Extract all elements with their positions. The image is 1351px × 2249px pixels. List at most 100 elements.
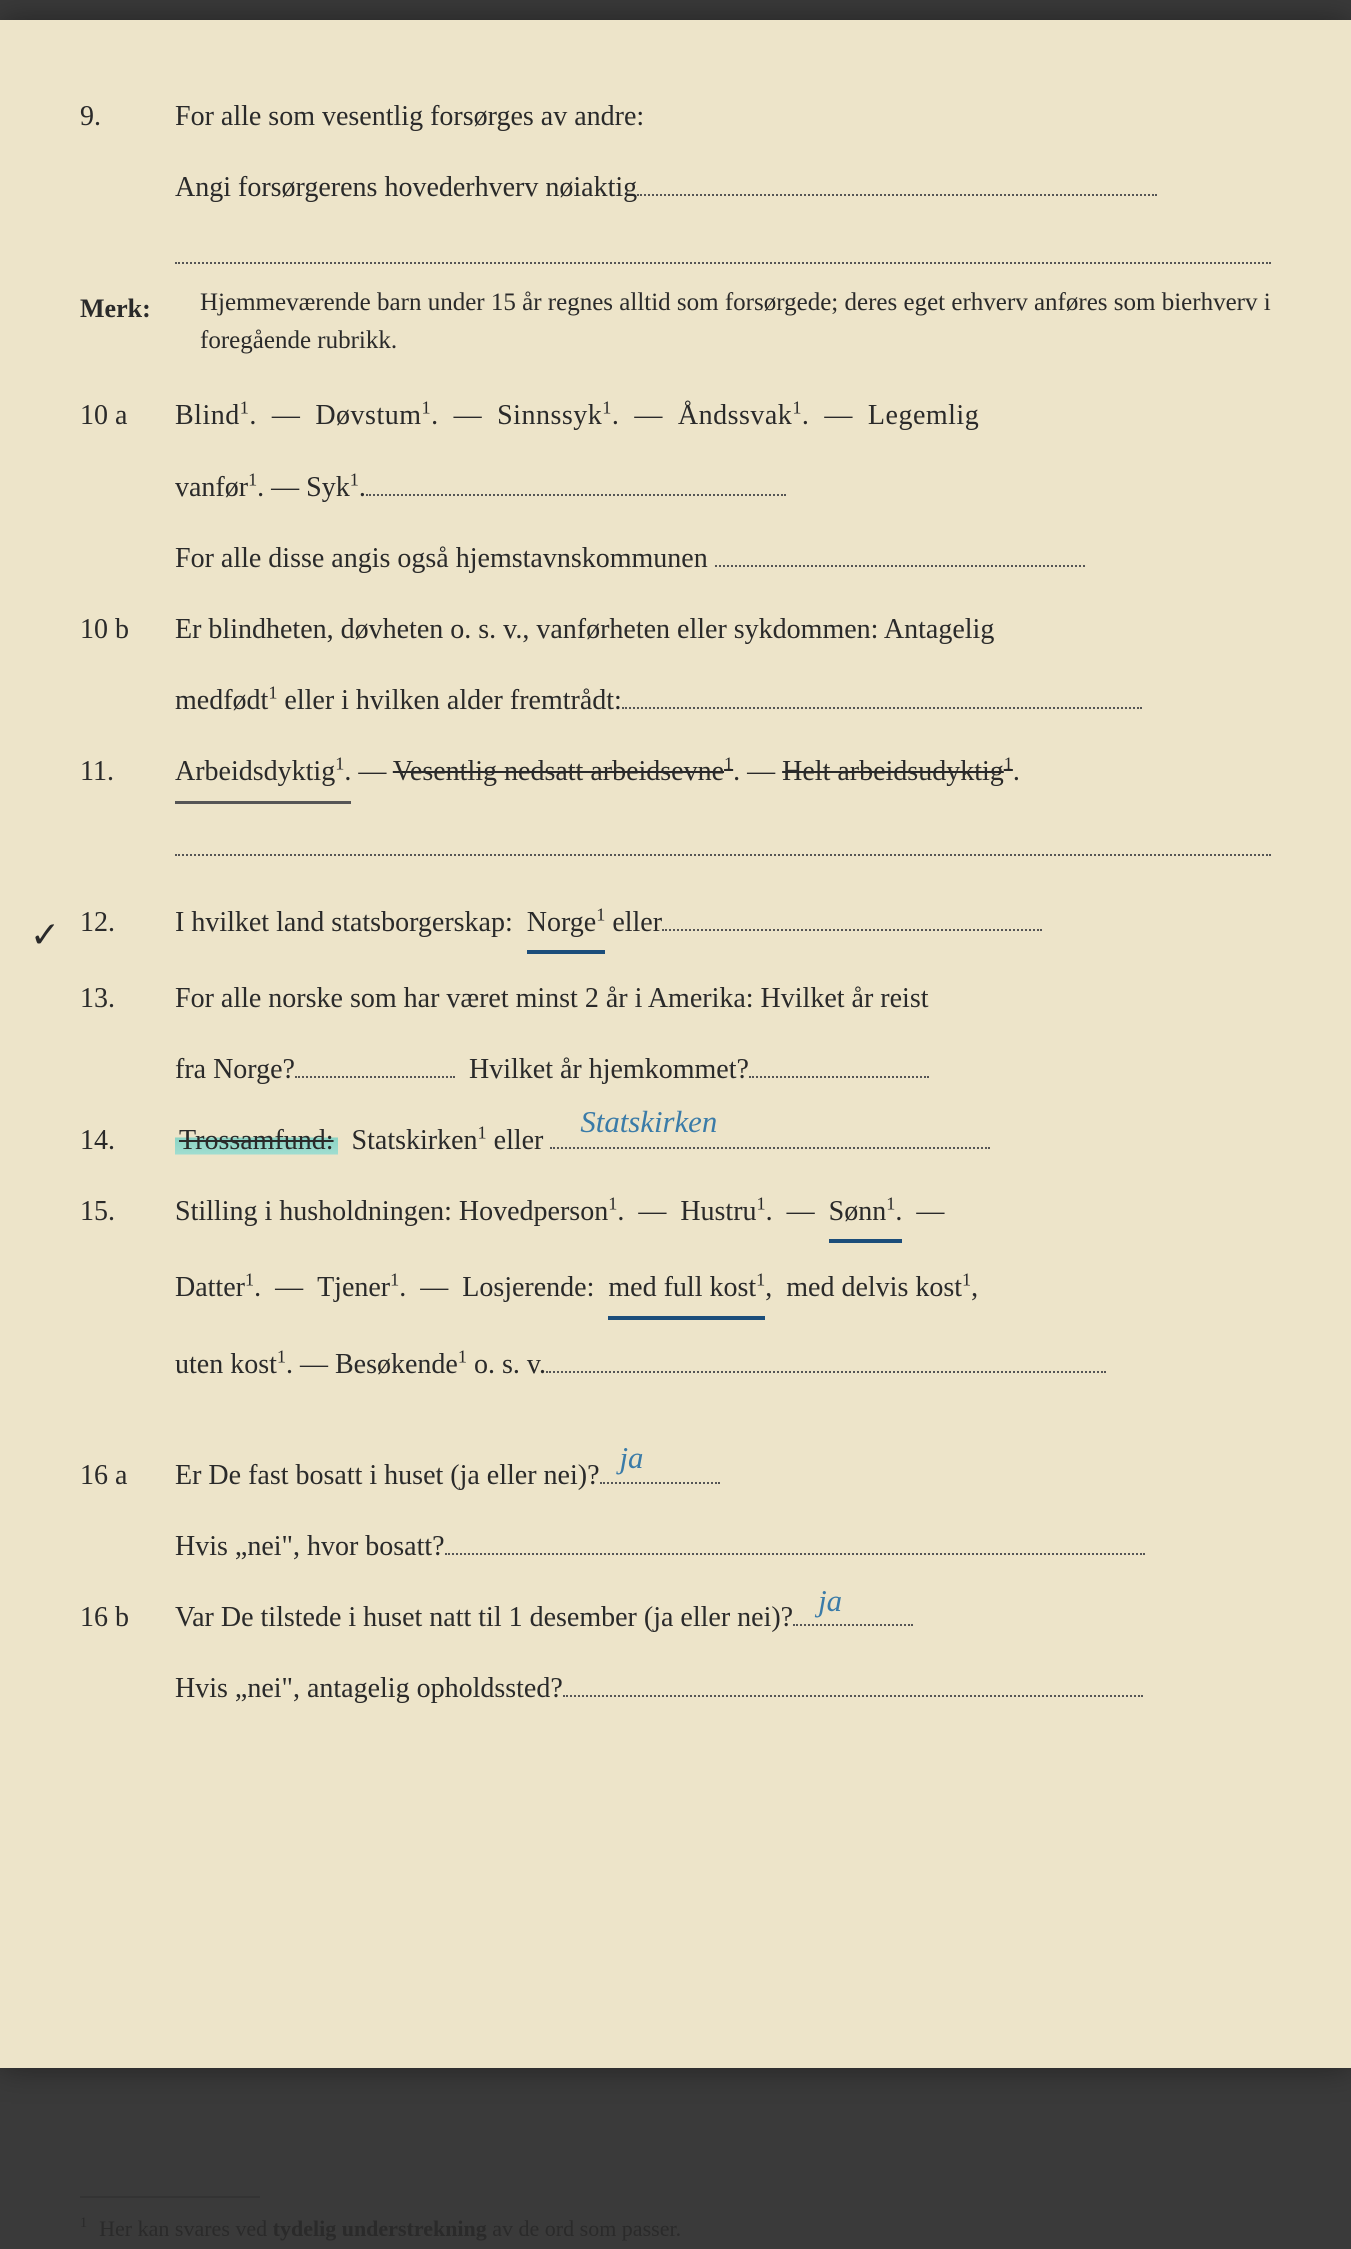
q10b-text3: eller i hvilken alder fremtrådt:: [277, 685, 621, 716]
q14-text: Statskirken: [352, 1125, 478, 1156]
q15-line3: uten kost1. — Besøkende1 o. s. v.: [175, 1338, 1271, 1391]
q10b-number: 10 b: [80, 603, 175, 656]
q16a-q2: Hvis „nei", hvor bosatt?: [175, 1531, 445, 1562]
q16b-content: Var De tilstede i huset natt til 1 desem…: [175, 1591, 1271, 1644]
census-form-page: 9. For alle som vesentlig forsørges av a…: [0, 20, 1351, 2068]
q10b-content: Er blindheten, døvheten o. s. v., vanfør…: [175, 603, 1271, 656]
q16b-ans1: ja: [818, 1572, 842, 1631]
fill-line: ja: [600, 1456, 720, 1484]
fill-line: [546, 1345, 1106, 1373]
q10a-blind: Blind: [175, 400, 240, 431]
q15-hustru: Hustru: [680, 1196, 756, 1227]
q12-text1: I hvilket land statsborgerskap:: [175, 907, 513, 938]
q10a-number: 10 a: [80, 389, 175, 442]
q11-fill: [175, 824, 1271, 856]
q9-fill-full: [175, 232, 1271, 264]
q10a-andssvak: Åndssvak: [678, 400, 792, 431]
fill-line: Statskirken: [550, 1121, 990, 1149]
q15-number: 15.: [80, 1185, 175, 1243]
fill-line: ja: [793, 1598, 913, 1626]
question-10b: 10 b Er blindheten, døvheten o. s. v., v…: [80, 603, 1271, 656]
merk-note: Merk: Hjemmeværende barn under 15 år reg…: [80, 284, 1271, 359]
q15-sonn: Sønn1.: [829, 1185, 903, 1243]
fill-line: [366, 468, 786, 496]
footnote-bold: tydelig understrekning: [273, 2216, 487, 2241]
question-12: ✓ 12. I hvilket land statsborgerskap: No…: [80, 896, 1271, 954]
q15-line2: Datter1. — Tjener1. — Losjerende: med fu…: [175, 1261, 1271, 1319]
q11-opt2: Vesentlig nedsatt arbeidsevne1: [393, 756, 733, 787]
q10a-line2: vanfør1. — Syk1.: [175, 461, 1271, 514]
fill-line: [622, 681, 1142, 709]
footnote: 1 Her kan svares ved tydelig understrekni…: [80, 2208, 1271, 2249]
q10a-vanfor: vanfør: [175, 472, 248, 503]
fill-line: [563, 1669, 1143, 1697]
q16b-q2: Hvis „nei", antagelig opholdssted?: [175, 1673, 563, 1704]
q10a-dovstum: Døvstum: [315, 400, 421, 431]
q16b-number: 16 b: [80, 1591, 175, 1644]
q12-content: I hvilket land statsborgerskap: Norge1 e…: [175, 896, 1271, 954]
q13-content: For alle norske som har været minst 2 år…: [175, 972, 1271, 1025]
q9-content: For alle som vesentlig forsørges av andr…: [175, 90, 1271, 143]
fill-line: [295, 1050, 455, 1078]
q16a-line2: Hvis „nei", hvor bosatt?: [175, 1520, 1271, 1573]
q14-eller: eller: [487, 1125, 544, 1156]
q11-opt1: Arbeidsdyktig1.: [175, 745, 351, 803]
question-16a: 16 a Er De fast bosatt i huset (ja eller…: [80, 1449, 1271, 1502]
q14-label: Trossamfund:: [175, 1125, 338, 1156]
footnote-t2: av de ord som passer.: [487, 2216, 681, 2241]
q11-number: 11.: [80, 745, 175, 803]
q11-opt3: Helt arbeidsudyktig1: [782, 756, 1013, 787]
q14-content: Trossamfund: Statskirken1 eller Statskir…: [175, 1114, 1271, 1167]
q9-line2-wrap: Angi forsørgerens hovederhverv nøiaktig: [175, 161, 1271, 214]
q14-number: 14.: [80, 1114, 175, 1167]
merk-label: Merk:: [80, 284, 200, 359]
question-11: 11. Arbeidsdyktig1. — Vesentlig nedsatt …: [80, 745, 1271, 803]
question-14: 14. Trossamfund: Statskirken1 eller Stat…: [80, 1114, 1271, 1167]
q10b-text2: medfødt: [175, 685, 268, 716]
q15-utenkost: uten kost: [175, 1349, 277, 1380]
question-13: 13. For alle norske som har været minst …: [80, 972, 1271, 1025]
q15-datter: Datter: [175, 1272, 245, 1303]
q10a-syk: Syk: [306, 472, 350, 503]
question-16b: 16 b Var De tilstede i huset natt til 1 …: [80, 1591, 1271, 1644]
q10a-content: Blind1. — Døvstum1. — Sinnssyk1. — Åndss…: [175, 389, 1271, 442]
q16a-content: Er De fast bosatt i huset (ja eller nei)…: [175, 1449, 1271, 1502]
q9-line1: For alle som vesentlig forsørges av andr…: [175, 101, 644, 132]
q13-text1: For alle norske som har været minst 2 år…: [175, 983, 929, 1014]
q15-text1: Stilling i husholdningen: Hovedperson: [175, 1196, 608, 1227]
q10a-line3-wrap: For alle disse angis også hjemstavnskomm…: [175, 532, 1271, 585]
q12-norge: Norge1: [527, 896, 606, 954]
q15-tjener: Tjener: [317, 1272, 390, 1303]
q9-number: 9.: [80, 90, 175, 143]
q10a-line3: For alle disse angis også hjemstavnskomm…: [175, 543, 708, 574]
q10a-legemlig: Legemlig: [868, 400, 979, 431]
question-9: 9. For alle som vesentlig forsørges av a…: [80, 90, 1271, 143]
question-15: 15. Stilling i husholdningen: Hovedperso…: [80, 1185, 1271, 1243]
q14-handwritten: Statskirken: [580, 1093, 717, 1152]
q16a-number: 16 a: [80, 1449, 175, 1502]
q16a-q1: Er De fast bosatt i huset (ja eller nei)…: [175, 1460, 600, 1491]
q13-number: 13.: [80, 972, 175, 1025]
q12-eller: eller: [605, 907, 662, 938]
q16a-ans1: ja: [620, 1429, 644, 1488]
fill-line: [637, 168, 1157, 196]
q13-text2b: Hvilket år hjemkommet?: [469, 1054, 749, 1085]
q9-line2: Angi forsørgerens hovederhverv nøiaktig: [175, 172, 637, 203]
checkmark-icon: ✓: [30, 901, 60, 969]
q12-number: 12.: [80, 896, 175, 954]
q10b-line2: medfødt1 eller i hvilken alder fremtrådt…: [175, 674, 1271, 727]
fill-line: [749, 1050, 929, 1078]
q10b-text1: Er blindheten, døvheten o. s. v., vanfør…: [175, 614, 994, 645]
q15-meddelvis: med delvis kost: [786, 1272, 962, 1303]
footnote-sup: 1: [80, 2215, 87, 2231]
q13-text2a: fra Norge?: [175, 1054, 295, 1085]
q15-content: Stilling i husholdningen: Hovedperson1. …: [175, 1185, 1271, 1243]
q16b-q1: Var De tilstede i huset natt til 1 desem…: [175, 1602, 793, 1633]
merk-text: Hjemmeværende barn under 15 år regnes al…: [200, 284, 1271, 359]
footnote-rule: [80, 2196, 260, 2198]
footnote-t1: Her kan svares ved: [99, 2216, 273, 2241]
q13-line2: fra Norge? Hvilket år hjemkommet?: [175, 1043, 1271, 1096]
fill-line: [662, 903, 1042, 931]
q15-osv: o. s. v.: [467, 1349, 546, 1380]
q16b-line2: Hvis „nei", antagelig opholdssted?: [175, 1662, 1271, 1715]
